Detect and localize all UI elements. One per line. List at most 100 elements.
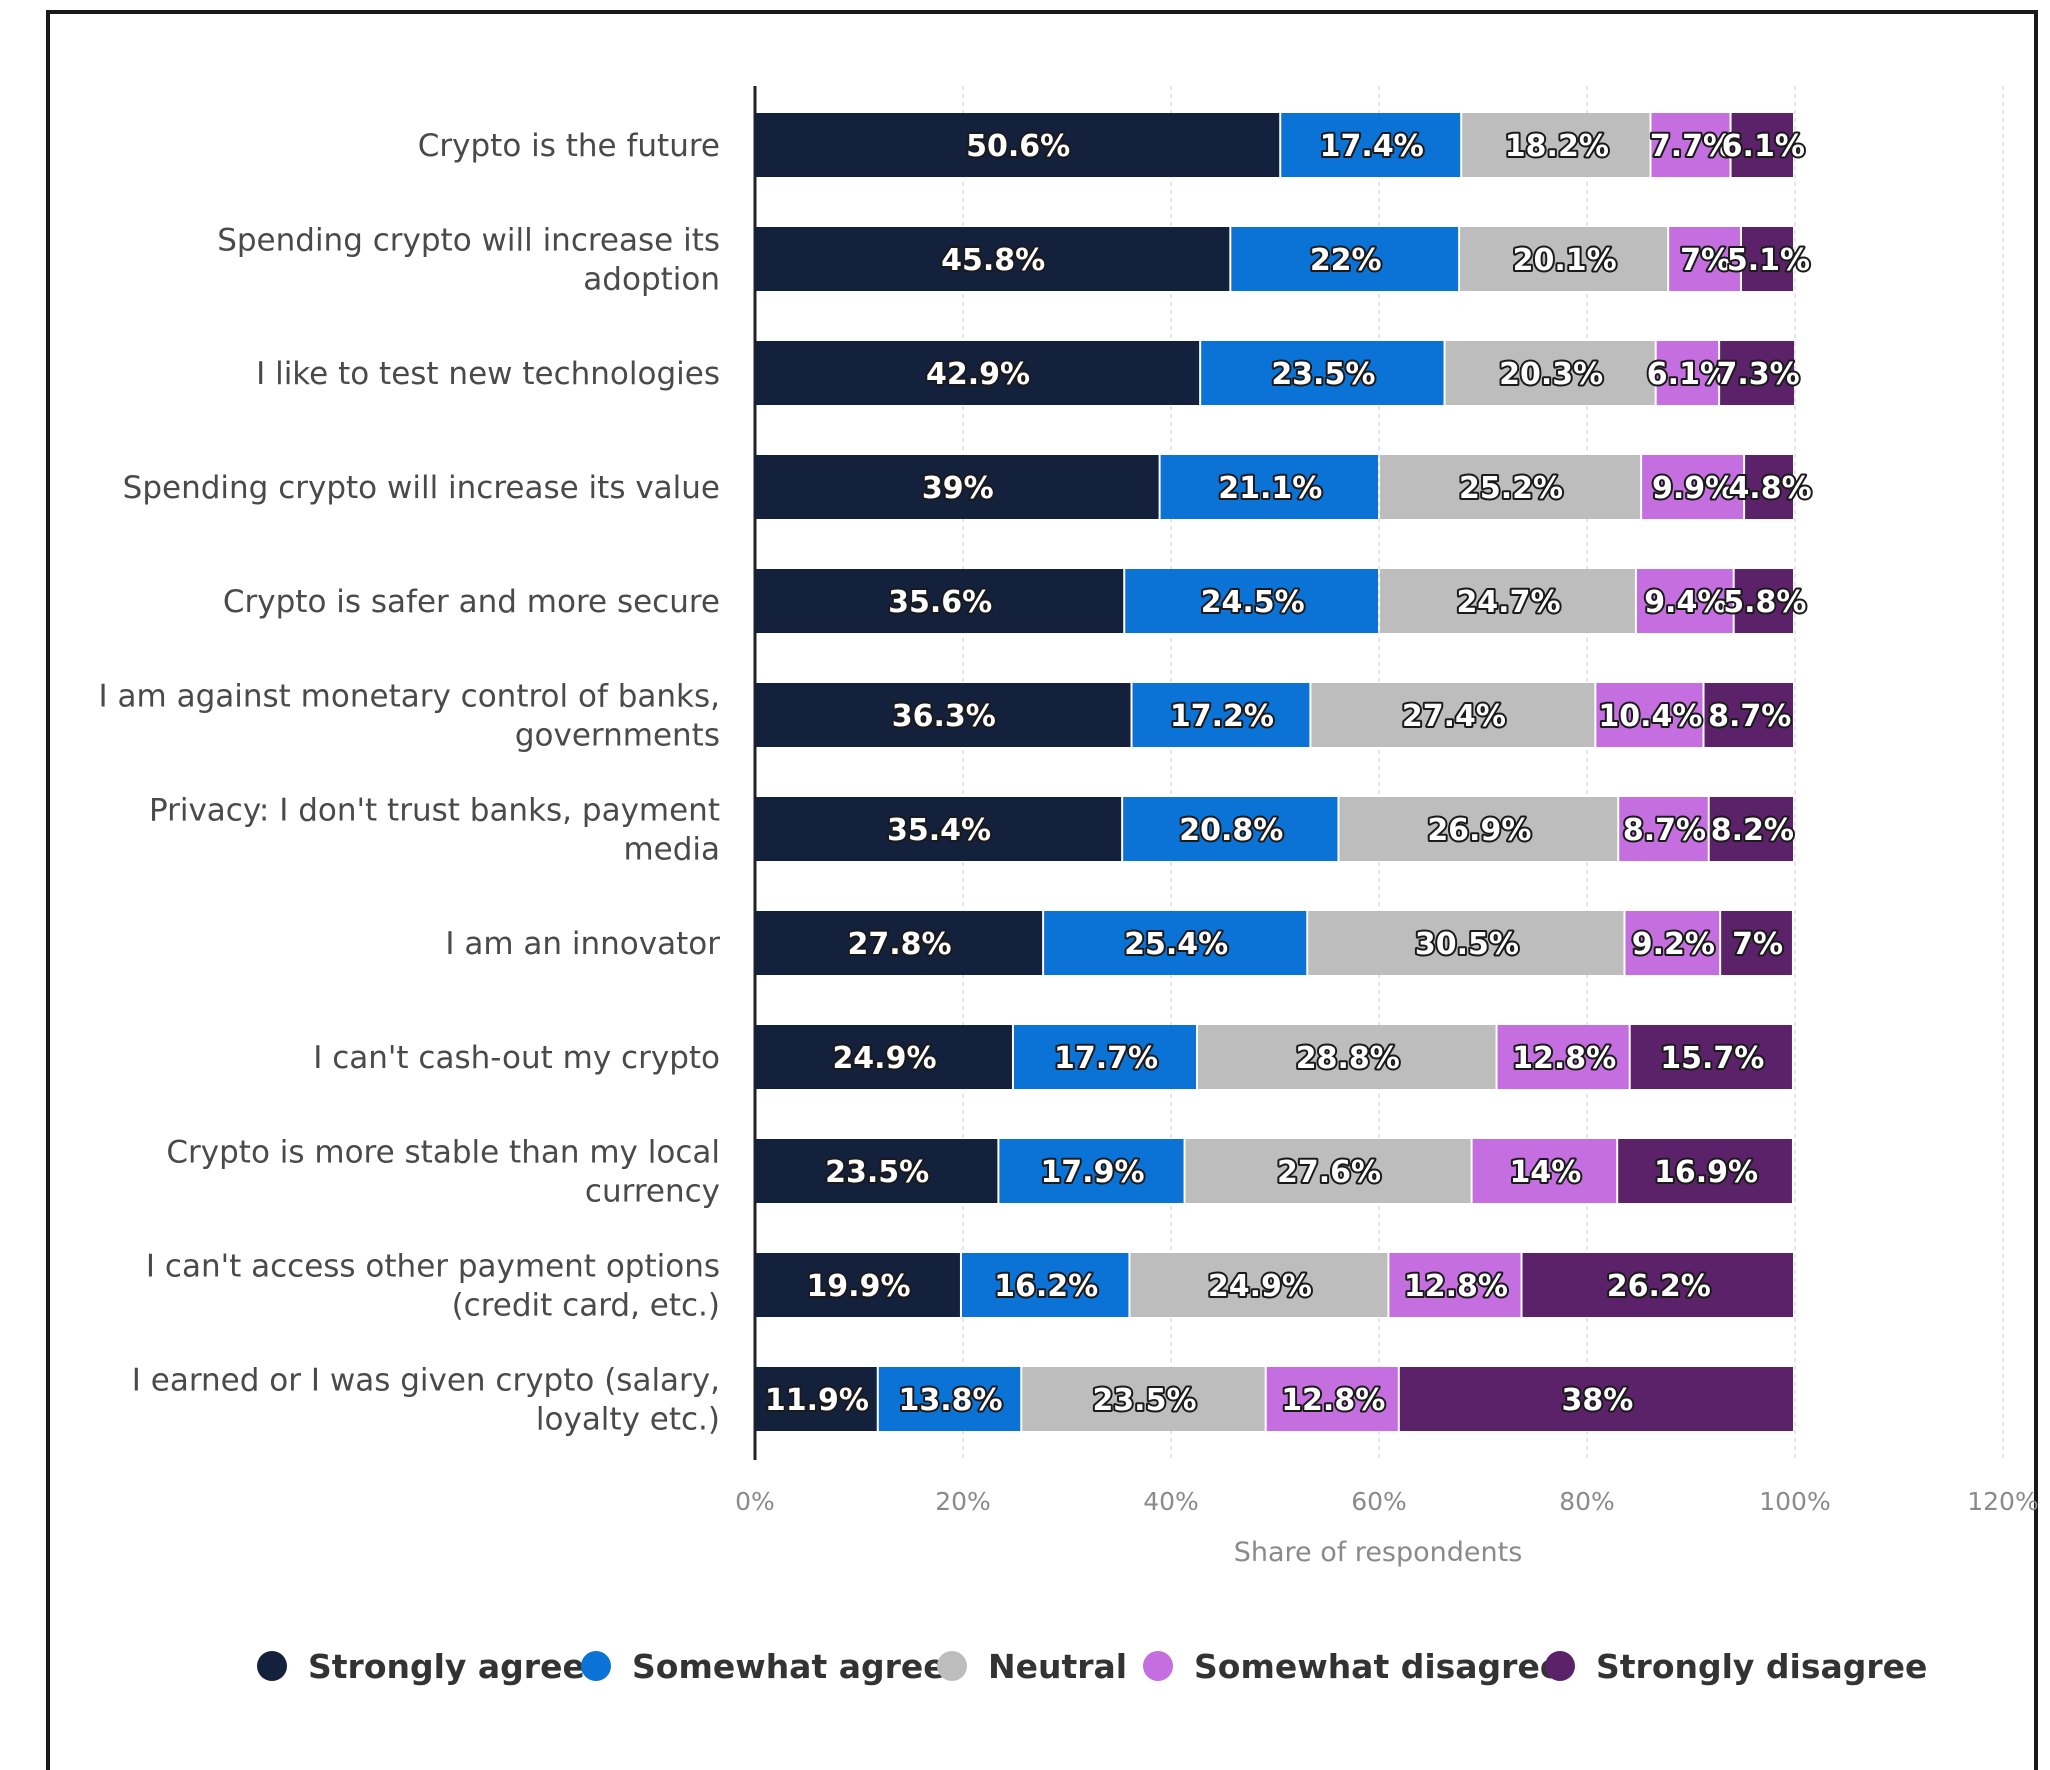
bar-data-label: 50.6% xyxy=(966,129,1070,164)
bar-data-label: 35.4% xyxy=(887,813,991,848)
bar-data-label: 35.6% xyxy=(888,585,992,620)
bar-data-label: 25.2% xyxy=(1459,471,1563,506)
bar-data-label: 11.9% xyxy=(765,1383,869,1418)
bar-data-label: 27.6% xyxy=(1277,1155,1381,1190)
bar-data-label: 19.9% xyxy=(806,1269,910,1304)
bar-segment xyxy=(1281,113,1461,177)
bar-data-label: 25.4% xyxy=(1124,927,1228,962)
bar-data-label: 24.5% xyxy=(1201,585,1305,620)
bar-segment xyxy=(1266,1367,1398,1431)
bar-segment xyxy=(878,1367,1021,1431)
bar-data-label: 17.9% xyxy=(1040,1155,1144,1190)
bar-data-label: 8.7% xyxy=(1623,813,1706,848)
category-label: I am against monetary control of banks, xyxy=(99,679,720,715)
category-label: loyalty etc.) xyxy=(536,1402,720,1438)
bar-segment xyxy=(1399,1367,1793,1431)
bar-data-label: 16.9% xyxy=(1654,1155,1758,1190)
bar-segment xyxy=(1339,797,1618,861)
bar-segment xyxy=(1522,1253,1793,1317)
category-label: Crypto is safer and more secure xyxy=(223,584,720,620)
bar-segment xyxy=(755,1253,960,1317)
bar-data-label: 16.2% xyxy=(994,1269,1098,1304)
bar-data-label: 23.5% xyxy=(825,1155,929,1190)
bar-data-label: 20.8% xyxy=(1179,813,1283,848)
bar-data-label: 24.7% xyxy=(1456,585,1560,620)
bar-data-label: 12.8% xyxy=(1512,1041,1616,1076)
category-label: currency xyxy=(585,1174,720,1210)
bar-data-label: 24.9% xyxy=(832,1041,936,1076)
legend-label: Strongly disagree xyxy=(1596,1647,1927,1686)
bar-segment xyxy=(1721,911,1792,975)
bar-segment xyxy=(1472,1139,1617,1203)
bar-data-label: 18.2% xyxy=(1505,129,1609,164)
x-tick-label: 80% xyxy=(1559,1487,1615,1516)
bar-segment xyxy=(1656,341,1719,405)
category-label: I can't cash-out my crypto xyxy=(313,1040,720,1076)
bar-data-label: 14% xyxy=(1509,1155,1581,1190)
bar-data-label: 21.1% xyxy=(1218,471,1322,506)
x-tick-label: 120% xyxy=(1967,1487,2038,1516)
bar-data-label: 15.7% xyxy=(1660,1041,1764,1076)
x-tick-label: 20% xyxy=(935,1487,991,1516)
bar-segment xyxy=(1130,1253,1388,1317)
bar-data-label: 7% xyxy=(1680,243,1731,278)
bar-segment xyxy=(1201,341,1444,405)
bar-segment xyxy=(1185,1139,1471,1203)
legend-marker xyxy=(1143,1651,1173,1681)
legend-label: Neutral xyxy=(988,1647,1127,1686)
bar-data-label: 4.8% xyxy=(1728,471,1811,506)
bar-data-label: 23.5% xyxy=(1271,357,1375,392)
category-label: I like to test new technologies xyxy=(256,356,720,392)
bar-segment xyxy=(1198,1025,1496,1089)
bar-data-label: 26.9% xyxy=(1427,813,1531,848)
bar-data-label: 26.2% xyxy=(1607,1269,1711,1304)
legend-label: Strongly agree xyxy=(308,1647,585,1686)
bar-segment xyxy=(1625,911,1720,975)
bar-segment xyxy=(755,1139,998,1203)
bar-segment xyxy=(1596,683,1703,747)
category-label: Spending crypto will increase its xyxy=(217,223,720,259)
bar-segment xyxy=(755,113,1280,177)
chart-frame xyxy=(46,10,2038,1770)
bar-data-label: 17.4% xyxy=(1320,129,1424,164)
bar-segment xyxy=(1462,113,1650,177)
bar-segment xyxy=(1125,569,1379,633)
bar-segment xyxy=(755,911,1043,975)
category-label: (credit card, etc.) xyxy=(452,1288,720,1324)
bar-data-label: 12.8% xyxy=(1281,1383,1385,1418)
bar-data-label: 5.8% xyxy=(1723,585,1806,620)
bar-data-label: 39% xyxy=(922,471,994,506)
bar-data-label: 28.8% xyxy=(1296,1041,1400,1076)
bar-segment xyxy=(1231,227,1459,291)
legend: Strongly agree Somewhat agree Neutral Somew… xyxy=(257,1647,1927,1686)
gridlines xyxy=(753,86,2004,1460)
bar-segment xyxy=(1642,455,1744,519)
bar-segments: 50.6% 17.4% 18.2% 7.7%6.1%45.8% 22% 20.1% 7%5.… xyxy=(755,113,1814,1431)
x-tick-label: 0% xyxy=(735,1487,775,1516)
category-labels: Crypto is the future Spending crypto will… xyxy=(99,128,721,1438)
bar-segment xyxy=(1618,1139,1792,1203)
bar-segment xyxy=(1497,1025,1629,1089)
bar-segment xyxy=(1619,797,1708,861)
bar-segment xyxy=(755,1367,877,1431)
bar-segment xyxy=(755,569,1124,633)
bar-data-label: 12.8% xyxy=(1404,1269,1508,1304)
bar-data-label: 30.5% xyxy=(1415,927,1519,962)
x-tick-label: 60% xyxy=(1351,1487,1407,1516)
bar-data-label: 9.9% xyxy=(1652,471,1735,506)
bar-data-label: 6.1% xyxy=(1722,129,1805,164)
bar-data-label: 27.8% xyxy=(848,927,952,962)
bar-data-label: 20.3% xyxy=(1499,357,1603,392)
bar-data-label: 8.7% xyxy=(1708,699,1791,734)
bar-data-label: 23.5% xyxy=(1092,1383,1196,1418)
category-label: Spending crypto will increase its value xyxy=(123,470,720,506)
bar-segment xyxy=(1720,341,1795,405)
x-axis-title: Share of respondents xyxy=(1234,1537,1523,1568)
bar-segment xyxy=(1123,797,1338,861)
bar-segment xyxy=(1445,341,1655,405)
category-label: I can't access other payment options xyxy=(146,1249,720,1285)
bar-segment xyxy=(1704,683,1793,747)
bar-data-label: 9.2% xyxy=(1632,927,1715,962)
bar-segment xyxy=(1741,227,1793,291)
